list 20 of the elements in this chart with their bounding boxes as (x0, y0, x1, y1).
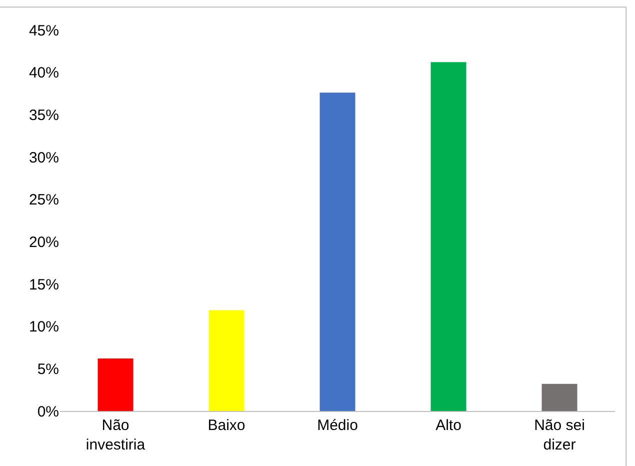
x-tick-label: Não sei dizer (534, 417, 585, 454)
x-tick-label: Baixo (208, 417, 246, 434)
y-tick-label: 20% (28, 234, 59, 251)
y-tick-label: 30% (28, 149, 59, 166)
y-tick-label: 0% (37, 403, 59, 420)
bar (98, 358, 134, 411)
bar (542, 384, 578, 411)
y-tick-label: 25% (28, 192, 59, 209)
y-tick-label: 40% (28, 64, 59, 82)
x-tick-label: Médio (317, 417, 358, 434)
bar (208, 310, 244, 411)
bar (430, 62, 466, 411)
bar (320, 92, 356, 411)
y-tick-label: 10% (28, 318, 59, 336)
y-tick-label: 45% (28, 22, 59, 40)
x-tick-label: Alto (436, 417, 462, 434)
y-tick-label: 15% (28, 276, 59, 294)
x-tick-label: Não investiria (86, 417, 146, 454)
y-tick-label: 5% (37, 360, 59, 378)
y-tick-label: 35% (28, 106, 59, 124)
